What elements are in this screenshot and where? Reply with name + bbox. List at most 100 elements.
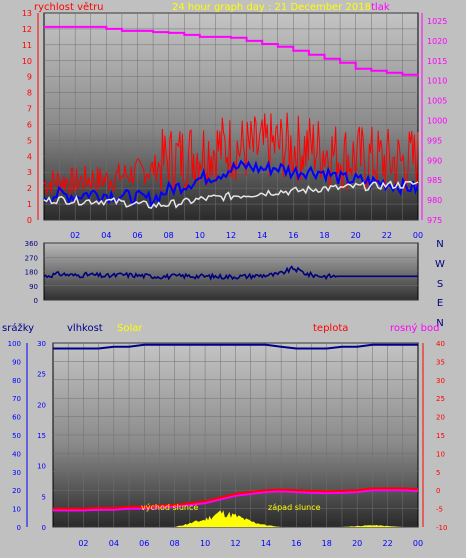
rain-tick: 30: [37, 340, 46, 348]
wind-speed-label: rychlost větru: [34, 1, 104, 13]
wind-tick: 7: [27, 105, 32, 114]
bottom-x-tick: 10: [200, 539, 210, 548]
compass-letter: W: [435, 259, 445, 270]
humidity-tick: 10: [12, 506, 21, 514]
wind-tick: 11: [22, 41, 32, 50]
top-x-tick: 02: [70, 231, 80, 240]
top-x-tick: 10: [195, 231, 205, 240]
rain-label: srážky: [2, 322, 34, 334]
compass-letter: S: [437, 279, 443, 290]
pressure-label: tlak: [371, 2, 390, 13]
humidity-tick: 90: [12, 358, 21, 366]
pressure-axis-ticks: 975 980 985 990 995 1000 1005 1010 1015 1020 1025: [422, 13, 447, 225]
wind-tick: 9: [27, 73, 32, 82]
top-x-tick: 22: [382, 231, 392, 240]
bottom-x-tick: 06: [139, 539, 149, 548]
temperature-tick: 10: [436, 450, 445, 458]
rain-tick: 10: [37, 463, 46, 471]
wind-tick: 6: [27, 120, 32, 129]
top-x-tick: 00: [413, 231, 423, 240]
direction-tick: 90: [29, 283, 38, 291]
wind-tick: 5: [27, 136, 32, 145]
pressure-tick: 1015: [427, 57, 447, 66]
bottom-x-tick: 14: [261, 539, 271, 548]
humidity-tick: 80: [12, 377, 21, 385]
bottom-x-tick: 22: [382, 539, 392, 548]
humidity-tick: 40: [12, 450, 21, 458]
humidity-tick: 30: [12, 469, 21, 477]
dew-point-label: rosný bod: [390, 322, 439, 334]
temperature-tick: 15: [436, 432, 445, 440]
temperature-tick: -10: [436, 524, 447, 532]
direction-tick: 270: [25, 254, 38, 262]
solar-label: Solar: [117, 323, 143, 334]
pressure-tick: 990: [427, 156, 442, 165]
humidity-tick: 50: [12, 432, 21, 440]
temperature-tick: -5: [436, 506, 443, 514]
sunrise-label: východ slunce: [141, 503, 198, 512]
pressure-tick: 1010: [427, 77, 447, 86]
top-x-tick: 04: [101, 231, 111, 240]
humidity-tick: 20: [12, 487, 21, 495]
top-x-tick: 06: [132, 231, 142, 240]
pressure-tick: 980: [427, 196, 442, 205]
temperature-tick: 20: [436, 414, 445, 422]
pressure-tick: 1020: [427, 37, 447, 46]
direction-tick: 0: [34, 297, 38, 305]
rain-tick: 25: [37, 371, 46, 379]
temperature-axis-ticks: -10 -5 0 5 10 15 20 25 30 35 40: [423, 340, 447, 532]
rain-tick: 5: [42, 493, 46, 501]
top-x-tick: 14: [257, 231, 267, 240]
top-x-axis-ticks: 02 04 06 08 10 12 14 16 18 20 22 00: [70, 231, 423, 240]
wind-tick: 4: [27, 152, 32, 161]
wind-tick: 10: [22, 57, 32, 66]
wind-tick: 2: [27, 184, 32, 193]
humidity-tick: 100: [8, 340, 21, 348]
humidity-axis-ticks: 0 10 20 30 40 50 60 70 80 90 100: [8, 340, 27, 532]
humidity-tick: 0: [17, 524, 21, 532]
top-x-tick: 08: [164, 231, 174, 240]
wind-tick: 12: [22, 25, 32, 34]
rain-axis-ticks: 0 5 10 15 20 25 30: [37, 340, 46, 532]
pressure-tick: 985: [427, 176, 442, 185]
pressure-tick: 1000: [427, 116, 447, 125]
direction-axis-ticks: 0 90 180 270 360: [25, 240, 38, 305]
rain-tick: 0: [42, 524, 46, 532]
bottom-x-tick: 04: [109, 539, 119, 548]
temperature-label: teplota: [313, 323, 348, 334]
compass-letter: E: [437, 298, 443, 309]
pressure-tick: 995: [427, 136, 442, 145]
temperature-tick: 40: [436, 340, 445, 348]
chart-title: 24 hour graph day : 21 December 2018: [172, 2, 371, 13]
bottom-x-axis-ticks: 02 04 06 08 10 12 14 16 18 20 22 00: [78, 539, 423, 548]
pressure-tick: 1025: [427, 17, 447, 26]
humidity-tick: 70: [12, 395, 21, 403]
bottom-x-tick: 16: [291, 539, 301, 548]
bottom-x-tick: 00: [413, 539, 423, 548]
top-x-tick: 16: [288, 231, 298, 240]
wind-tick: 0: [27, 216, 32, 225]
bottom-x-tick: 12: [230, 539, 240, 548]
temperature-tick: 35: [436, 358, 445, 366]
rain-tick: 20: [37, 401, 46, 409]
pressure-tick: 975: [427, 216, 442, 225]
temperature-tick: 0: [436, 487, 440, 495]
top-x-tick: 12: [226, 231, 236, 240]
sunset-label: západ slunce: [268, 503, 321, 512]
bottom-x-tick: 08: [170, 539, 180, 548]
bottom-x-tick: 02: [78, 539, 88, 548]
humidity-label: vlhkost: [67, 323, 103, 334]
temperature-tick: 30: [436, 377, 445, 385]
top-x-tick: 20: [351, 231, 361, 240]
top-x-tick: 18: [319, 231, 329, 240]
humidity-tick: 60: [12, 414, 21, 422]
temperature-tick: 5: [436, 469, 440, 477]
wind-tick: 3: [27, 168, 32, 177]
bottom-x-tick: 18: [322, 539, 332, 548]
direction-tick: 180: [25, 269, 38, 277]
pressure-tick: 1005: [427, 97, 447, 106]
